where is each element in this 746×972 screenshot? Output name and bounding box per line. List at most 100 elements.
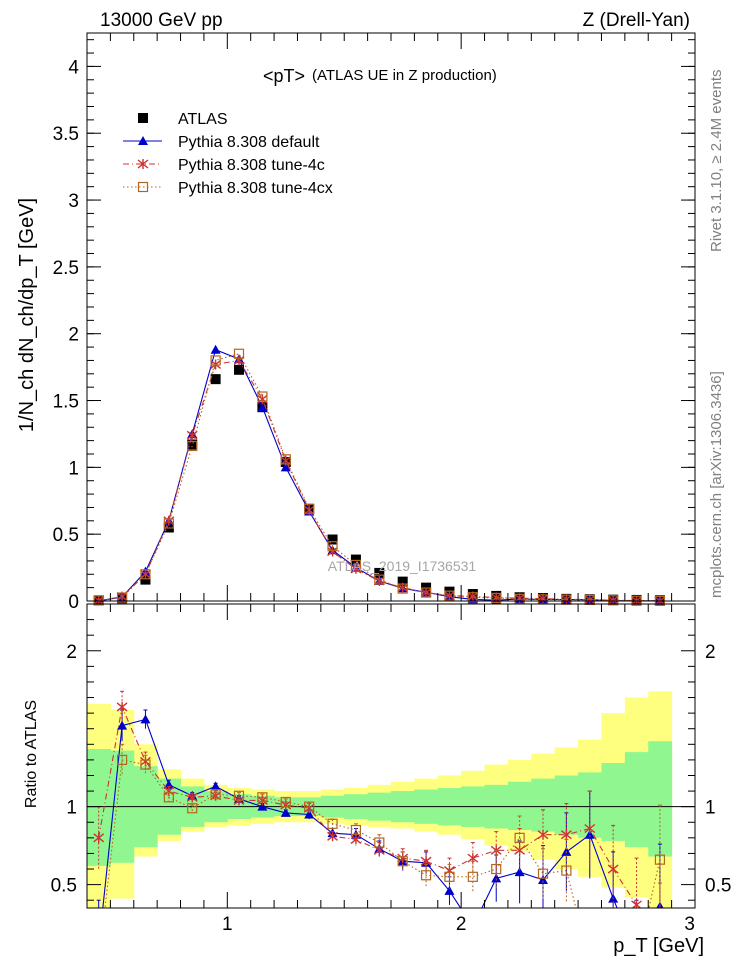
legend: ATLAS Pythia 8.308 default Pythia 8.308 tu… [123, 111, 333, 197]
ratio-point-pythia-8-308-tune-4cx-20 [537, 868, 549, 879]
ratio-point-pythia-8-308-tune-4cx-17 [467, 871, 478, 882]
data-point-pythia-8-308-tune-4cx-2 [116, 592, 128, 603]
data-point-pythia-8-308-tune-4c-15 [420, 587, 432, 598]
data-point-atlas-6 [210, 374, 221, 385]
ratio-point-pythia-8-308-tune-4c-21 [560, 829, 572, 840]
data-point-pythia-8-308-tune-4c-16 [444, 590, 455, 601]
ratio-point-pythia-8-308-tune-4c-20 [537, 829, 549, 840]
main-y-axis-label: 1/N_ch dN_ch/dp_T [GeV] [16, 198, 38, 432]
data-point-pythia-8-308-tune-4c-4 [163, 515, 175, 526]
ratio-y-tick-label-right: 0.5 [705, 876, 731, 897]
legend-marker-pythia-8-308-tune-4c [137, 159, 149, 169]
x-axis-label: p_T [GeV] [613, 935, 704, 957]
data-point-pythia-8-308-default-6 [210, 344, 221, 354]
data-point-pythia-8-308-tune-4c-5 [186, 430, 198, 441]
ratio-point-pythia-8-308-tune-4c-22 [584, 823, 596, 834]
ratio-point-pythia-8-308-default-3 [140, 714, 151, 724]
ratio-point-pythia-8-308-tune-4cx-11 [327, 818, 338, 829]
data-point-atlas-5 [187, 439, 198, 450]
ratio-panel: 0.5 0.5 1 1 2 2 1 2 3 Ratio to ATLAS p_T [GeV] [23, 603, 731, 967]
y-tick-label: 1 [68, 458, 79, 479]
data-point-atlas-12 [350, 554, 361, 565]
process-label: Z (Drell-Yan) [583, 10, 690, 31]
data-point-pythia-8-308-tune-4cx-17 [467, 592, 478, 603]
data-point-pythia-8-308-tune-4cx-3 [140, 569, 151, 580]
data-point-pythia-8-308-tune-4cx-18 [491, 592, 502, 604]
legend-label-pythia-8-308-tune-4cx: Pythia 8.308 tune-4cx [178, 180, 333, 197]
data-point-pythia-8-308-tune-4cx-4 [163, 518, 174, 529]
ratio-point-pythia-8-308-tune-4cx-2 [116, 754, 128, 765]
data-point-pythia-8-308-tune-4cx-5 [187, 440, 198, 452]
ratio-point-pythia-8-308-tune-4c-1 [93, 832, 105, 843]
ratio-point-pythia-8-308-tune-4cx-13 [374, 837, 385, 848]
ratio-point-pythia-8-308-tune-4cx-25 [654, 854, 666, 865]
data-point-pythia-8-308-default-8 [257, 402, 268, 412]
ratio-point-pythia-8-308-default-8 [257, 801, 268, 811]
y-tick-label: 4 [68, 57, 79, 78]
data-point-pythia-8-308-tune-4cx-15 [420, 587, 432, 598]
ratio-point-pythia-8-308-tune-4c-9 [280, 800, 292, 811]
rivet-version-label: Rivet 3.1.10, ≥ 2.4M events [708, 70, 725, 253]
ratio-point-pythia-8-308-tune-4cx-18 [491, 863, 502, 875]
main-panel: 0 0.5 1 1.5 2 2.5 3 3.5 4 <pT> (ATLAS UE in Z pr… [16, 32, 696, 613]
data-point-pythia-8-308-tune-4cx-12 [350, 559, 362, 571]
data-point-pythia-8-308-tune-4cx-13 [374, 574, 385, 585]
ratio-plot-area [87, 690, 695, 967]
ratio-point-pythia-8-308-tune-4cx-22 [585, 958, 594, 967]
ratio-point-pythia-8-308-default-4 [163, 779, 174, 789]
ratio-point-pythia-8-308-tune-4c-2 [116, 701, 128, 712]
plot-title: <pT> [263, 66, 305, 86]
ratio-point-pythia-8-308-default-22 [584, 829, 595, 839]
ratio-point-pythia-8-308-tune-4cx-8 [257, 792, 268, 803]
main-axes: 0 0.5 1 1.5 2 2.5 3 3.5 4 [53, 33, 695, 613]
ratio-y-tick-label: 0.5 [51, 876, 77, 897]
data-point-pythia-8-308-tune-4cx-9 [280, 454, 291, 465]
ratio-point-pythia-8-308-tune-4c-23 [607, 864, 619, 875]
legend-marker-pythia-8-308-tune-4cx [137, 181, 149, 193]
ratio-point-pythia-8-308-default-18 [491, 873, 502, 883]
ratio-content [87, 690, 695, 967]
x-tick-label: 3 [684, 914, 695, 935]
data-point-pythia-8-308-tune-4c-8 [256, 394, 268, 405]
ratio-point-pythia-8-308-tune-4cx-12 [350, 824, 362, 836]
y-tick-label: 3.5 [53, 124, 79, 145]
data-point-pythia-8-308-tune-4cx-14 [397, 583, 408, 594]
green-band-bin-23 [601, 763, 626, 841]
watermark: ATLAS_2019_I1736531 [328, 558, 477, 574]
data-point-atlas-13 [374, 567, 385, 578]
ratio-y-tick-label: 2 [66, 642, 77, 663]
plot-subtitle: (ATLAS UE in Z production) [312, 67, 497, 84]
data-point-pythia-8-308-tune-4cx-1 [93, 595, 104, 606]
ratio-y-tick-label-right: 1 [705, 798, 716, 819]
ratio-point-pythia-8-308-tune-4cx-4 [163, 792, 174, 803]
data-point-atlas-3 [140, 574, 151, 585]
ratio-point-pythia-8-308-tune-4cx-9 [280, 796, 291, 808]
series-line-pythia-8-308-tune-4cx [98, 353, 660, 602]
data-point-pythia-8-308-tune-4cx-6 [210, 355, 221, 366]
ratio-point-pythia-8-308-tune-4cx-23 [609, 958, 618, 967]
ratio-point-pythia-8-308-default-19 [514, 867, 525, 877]
data-point-pythia-8-308-default-9 [280, 462, 291, 472]
ratio-point-pythia-8-308-default-6 [210, 781, 221, 791]
ratio-point-pythia-8-308-tune-4cx-1 [94, 958, 103, 967]
ratio-point-pythia-8-308-default-1 [94, 942, 104, 951]
green-band-bin-25 [648, 741, 673, 857]
y-tick-label: 2 [68, 325, 79, 346]
ratio-point-pythia-8-308-tune-4cx-7 [233, 790, 245, 801]
legend-label-atlas: ATLAS [178, 111, 228, 128]
data-point-pythia-8-308-tune-4cx-19 [514, 593, 525, 604]
mcplots-label: mcplots.cern.ch [arXiv:1306.3436] [708, 371, 725, 598]
ratio-y-tick-label-right: 2 [705, 642, 716, 663]
ratio-y-axis-label: Ratio to ATLAS [23, 700, 40, 808]
ratio-point-pythia-8-308-tune-4cx-6 [210, 789, 221, 800]
data-point-pythia-8-308-tune-4cx-7 [233, 348, 245, 359]
data-point-pythia-8-308-tune-4cx-11 [327, 541, 338, 552]
legend-marker-atlas [138, 113, 148, 123]
legend-label-pythia-8-308-tune-4c: Pythia 8.308 tune-4c [178, 157, 325, 174]
ratio-y-tick-label: 1 [66, 798, 77, 819]
ratio-point-pythia-8-308-tune-4cx-5 [187, 803, 198, 814]
ratio-point-pythia-8-308-default-9 [280, 807, 291, 817]
green-band-bin-19 [507, 781, 532, 831]
data-point-atlas-11 [327, 534, 338, 545]
y-tick-label: 0.5 [53, 525, 79, 546]
